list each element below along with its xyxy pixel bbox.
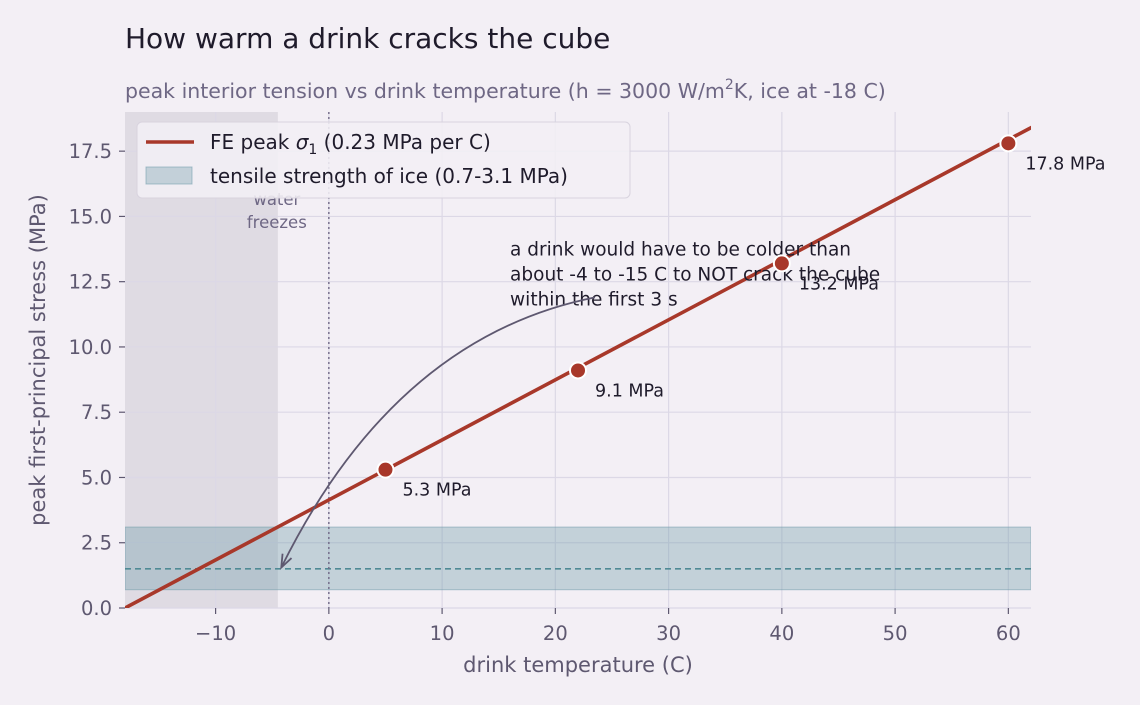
y-tick-label: 12.5 [69, 271, 112, 294]
y-tick-label: 5.0 [81, 466, 112, 489]
annotation-text: a drink would have to be colder than [510, 240, 851, 261]
legend-band-swatch [145, 166, 193, 185]
points-layer: 5.3 MPa 9.1 MPa 13.2 MPa 17.8 MPa [376, 134, 1105, 501]
legend-series-subscript: 1 [308, 142, 317, 158]
x-tick-label: 0 [323, 622, 335, 645]
subtitle-main: peak interior tension vs drink temperatu… [125, 79, 725, 103]
data-point-label: 13.2 MPa [799, 274, 879, 294]
x-tick-label: 60 [996, 622, 1021, 645]
data-point [569, 361, 587, 380]
y-tick-label: 0.0 [81, 597, 112, 620]
annotation-arrow [280, 296, 596, 568]
y-tick-label: 2.5 [81, 532, 112, 555]
subtitle-tail: K, ice at -18 C) [734, 79, 886, 103]
data-point-label: 5.3 MPa [402, 481, 471, 501]
y-tick-label: 10.0 [69, 336, 112, 359]
subtitle-superscript: 2 [725, 77, 734, 93]
chart-title: How warm a drink cracks the cube [125, 22, 610, 55]
annotation-text: within the first 3 s [510, 290, 678, 311]
legend-series-label: FE peak σ1 (0.23 MPa per C) [210, 130, 491, 158]
y-tick-label: 17.5 [69, 140, 112, 163]
x-tick-label: 10 [430, 622, 455, 645]
legend-series-main: FE peak [210, 130, 296, 154]
grid [125, 112, 1031, 609]
x-tick-label: 20 [543, 622, 568, 645]
legend-series-symbol: σ [296, 130, 310, 154]
data-point [999, 134, 1018, 153]
y-tick-label: 15.0 [69, 205, 112, 228]
legend-series-tail: (0.23 MPa per C) [317, 130, 490, 154]
data-point-label: 9.1 MPa [595, 381, 664, 401]
x-tick-label: 40 [769, 622, 794, 645]
ticks-layer: −10 0 10 20 30 40 50 60 0.0 2.5 5.0 7.5 10.0 12.5 15.0… [69, 140, 1021, 645]
freezing-label-line2: freezes [247, 213, 307, 232]
x-tick-label: 50 [883, 622, 908, 645]
chart-subtitle: peak interior tension vs drink temperatu… [125, 77, 886, 103]
strength-band [125, 526, 1031, 591]
annotation-arrowhead [280, 553, 293, 570]
y-tick-label: 7.5 [81, 401, 112, 424]
legend-frame [136, 121, 631, 199]
x-axis-label: drink temperature (C) [463, 653, 693, 677]
x-tick-label: −10 [195, 622, 236, 645]
legend: FE peak σ1 (0.23 MPa per C) tensile stre… [136, 121, 631, 199]
y-axis-label: peak first-principal stress (MPa) [26, 194, 50, 526]
x-tick-label: 30 [656, 622, 681, 645]
data-point [376, 460, 395, 479]
strength-band-layer [125, 526, 1031, 591]
data-point-label: 17.8 MPa [1025, 154, 1105, 174]
data-point [772, 254, 791, 273]
legend-band-label: tensile strength of ice (0.7-3.1 MPa) [210, 164, 568, 188]
